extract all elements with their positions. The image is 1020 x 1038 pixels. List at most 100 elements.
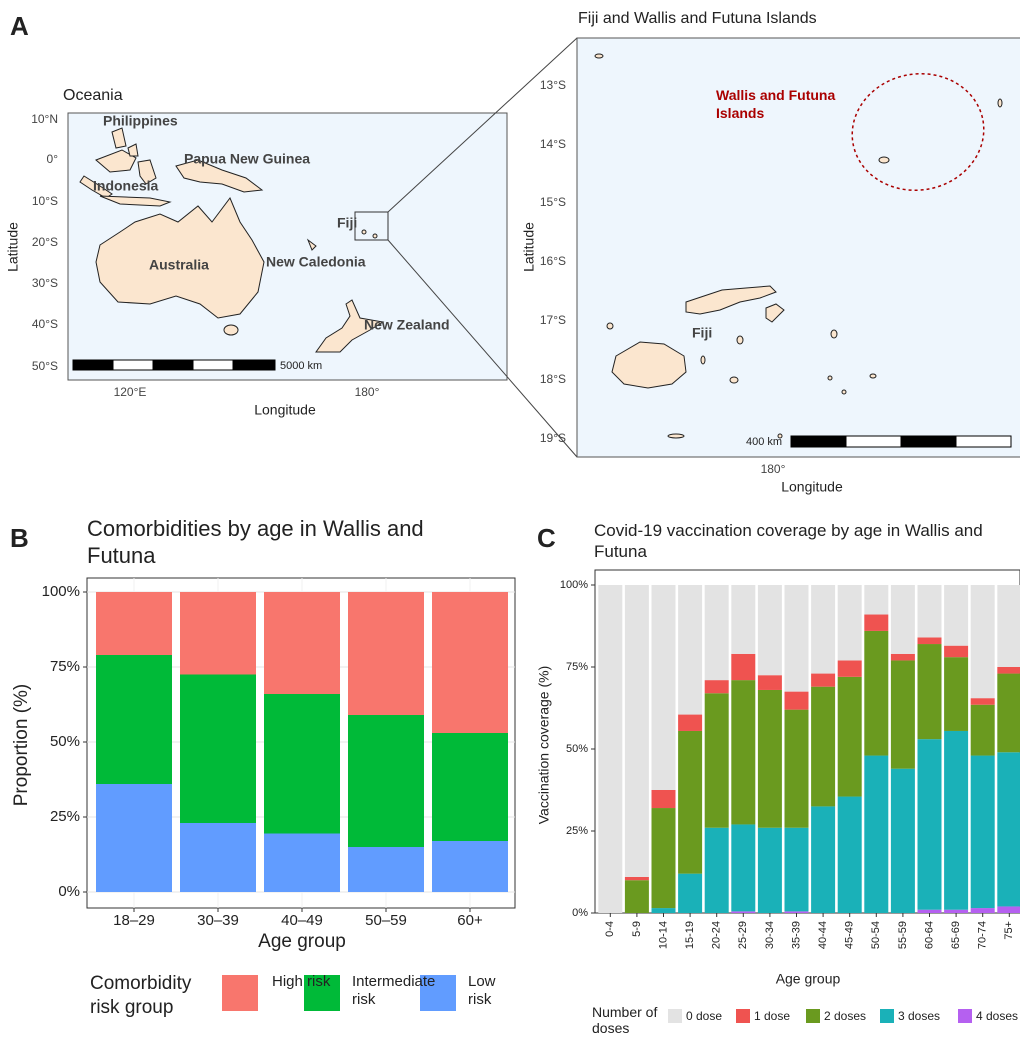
bar-segment <box>180 823 256 892</box>
zoom-line <box>387 239 578 458</box>
lat-tick-label: 40°S <box>32 317 58 331</box>
lon-tick-label: 180° <box>355 385 380 399</box>
bar-segment <box>917 739 942 910</box>
x-axis-label: Longitude <box>781 479 843 495</box>
bar-segment <box>997 673 1020 753</box>
y-tick-label: 25% <box>50 808 80 825</box>
bar-segment <box>348 715 424 847</box>
bar-segment <box>784 709 809 828</box>
scale-label: 5000 km <box>280 360 322 372</box>
y-axis-label: Latitude <box>5 222 21 272</box>
bar-segment <box>917 585 942 638</box>
lat-tick-label: 14°S <box>540 137 566 151</box>
bar-segment <box>890 768 915 913</box>
bar-segment <box>731 653 756 681</box>
x-tick-label: 30-34 <box>764 921 776 949</box>
x-tick-label: 65-69 <box>950 921 962 949</box>
bar-segment <box>837 676 862 797</box>
x-tick-label: 10-14 <box>657 921 669 949</box>
x-tick-label: 70-74 <box>977 921 989 949</box>
bar-segment <box>651 908 676 913</box>
bar-segment <box>890 660 915 769</box>
lat-tick-label: 10°S <box>32 194 58 208</box>
bar-segment <box>731 824 756 912</box>
bar-segment <box>624 880 649 913</box>
bar-segment <box>890 585 915 654</box>
x-tick-label: 60+ <box>457 912 483 929</box>
x-tick-label: 75+ <box>1003 921 1015 940</box>
bar-segment <box>598 585 623 913</box>
bar-segment <box>704 693 729 828</box>
x-axis-label: Longitude <box>254 402 316 418</box>
legend-key <box>222 975 258 1011</box>
zoom-box <box>354 211 389 241</box>
bar-segment <box>811 686 836 807</box>
bar-segment <box>997 752 1020 907</box>
place-label: Indonesia <box>93 178 159 194</box>
legend-label: Low risk <box>468 973 496 1008</box>
place-label: Fiji <box>692 325 712 341</box>
x-tick-label: 18–29 <box>113 912 155 929</box>
bar-segment <box>837 796 862 913</box>
bar-segment <box>757 827 782 913</box>
lat-tick-label: 20°S <box>32 235 58 249</box>
x-tick-label: 60-64 <box>923 921 935 949</box>
bar-segment <box>970 755 995 909</box>
place-label: Australia <box>149 257 209 273</box>
lat-tick-label: 30°S <box>32 276 58 290</box>
bar-segment <box>651 585 676 790</box>
bar-segment <box>264 592 340 694</box>
y-tick-label: 75% <box>50 658 80 675</box>
bar-segment <box>432 733 508 841</box>
map-title: Fiji and Wallis and Futuna Islands <box>578 10 817 27</box>
x-axis-label: Age group <box>776 971 841 987</box>
bar-segment <box>678 730 703 874</box>
legend-label: 4 doses <box>976 1009 1019 1023</box>
zoom-line <box>387 37 578 213</box>
x-tick-label: 5-9 <box>631 921 643 937</box>
bar-segment <box>811 673 836 687</box>
legend-key <box>806 1009 820 1023</box>
bar-segment <box>917 644 942 740</box>
x-tick-label: 35-39 <box>790 921 802 949</box>
bar-segment <box>944 909 969 913</box>
bar-segment <box>432 592 508 733</box>
scale-bar <box>72 359 276 371</box>
scale-label: 400 km <box>746 436 782 448</box>
bar-segment <box>180 592 256 675</box>
bar-segment <box>731 911 756 913</box>
x-tick-label: 15-19 <box>684 921 696 949</box>
bar-segment <box>731 680 756 825</box>
bar-segment <box>944 645 969 658</box>
bar-segment <box>811 585 836 674</box>
bar-segment <box>678 714 703 731</box>
bar-segment <box>970 698 995 705</box>
land <box>79 127 385 353</box>
place-label: Fiji <box>337 215 357 231</box>
bar-segment <box>970 704 995 756</box>
place-label: Philippines <box>103 113 178 129</box>
lat-tick-label: 0° <box>47 152 59 166</box>
x-tick-label: 0-4 <box>604 921 616 937</box>
place-label: New Zealand <box>364 317 450 333</box>
x-tick-label: 40–49 <box>281 912 323 929</box>
legend-label: High risk <box>272 973 331 990</box>
y-tick-label: 0% <box>58 883 80 900</box>
bar-segment <box>757 689 782 828</box>
bar-segment <box>997 667 1020 674</box>
bar-segment <box>264 833 340 892</box>
y-axis-label: Proportion (%) <box>11 684 32 807</box>
legend-key <box>880 1009 894 1023</box>
lon-tick-label: 120°E <box>114 385 147 399</box>
y-tick-label: 100% <box>42 583 80 600</box>
legend-key <box>668 1009 682 1023</box>
bar-segment <box>96 592 172 655</box>
bar-segment <box>917 909 942 913</box>
bar-segment <box>944 585 969 646</box>
bar-segment <box>96 655 172 784</box>
lat-tick-label: 17°S <box>540 313 566 327</box>
legend-key <box>736 1009 750 1023</box>
bar-segment <box>784 827 809 912</box>
map-title: Oceania <box>63 87 123 104</box>
lat-tick-label: 18°S <box>540 372 566 386</box>
